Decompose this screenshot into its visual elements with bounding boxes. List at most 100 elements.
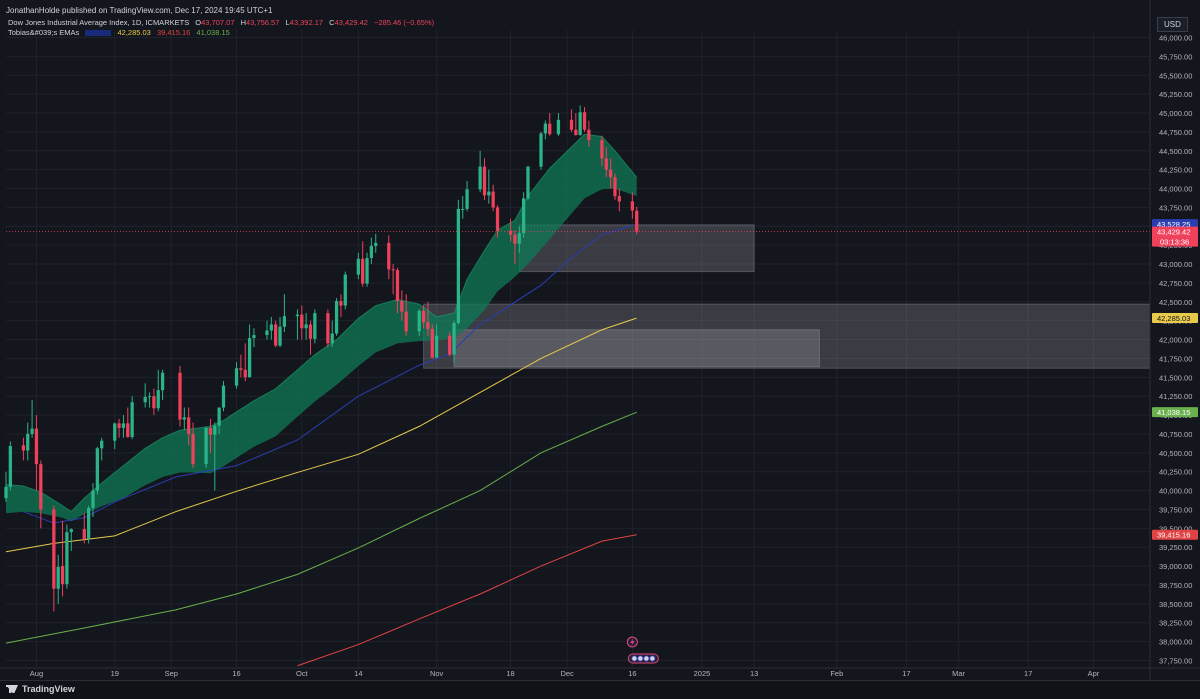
candle [65,524,69,589]
candle-body [178,372,182,420]
candle-body [417,310,421,332]
time-tick-label: Nov [430,669,444,678]
supply-demand-zones [423,224,1151,369]
candle-body [95,448,99,491]
candle [234,362,239,389]
candle-body [374,242,378,246]
event-markers[interactable] [626,636,659,664]
candle-body [635,210,639,232]
candle-body [604,158,608,170]
price-tick-label: 43,000.00 [1159,260,1192,269]
price-axis[interactable]: 46,000.00 45,750.00 45,500.00 45,250.00 45,0… [1149,0,1198,680]
ema-lines [5,223,637,667]
candle-body [147,396,152,398]
ema-yellow-line [5,317,637,553]
candle [578,105,582,136]
price-tick-label: 44,250.00 [1159,166,1192,175]
candle [117,418,121,438]
price-tick-label: 40,000.00 [1159,487,1192,496]
candle-body [65,532,69,585]
price-label-bg [1152,313,1198,324]
candle [461,196,465,219]
candle-body [326,313,330,344]
candle-body [430,328,434,358]
price-tick-label: 37,750.00 [1159,656,1192,665]
price-tick-label: 45,000.00 [1159,109,1192,118]
candle [95,446,99,495]
candle [239,354,243,378]
time-tick-label: 2025 [694,669,711,678]
candle-body [465,189,469,209]
candle-body [517,233,521,244]
candle-body [543,123,548,134]
candle-body [569,119,574,130]
candle [56,554,60,604]
candle-body [113,423,117,441]
price-tick-label: 39,250.00 [1159,543,1192,552]
candle [430,324,434,359]
candle-body [126,423,130,437]
candle [491,184,495,212]
candle-body [313,313,317,339]
zone-2[interactable] [423,303,1151,369]
candle [526,165,530,200]
candle-body [191,433,195,465]
candle [278,316,282,348]
candle-body [265,330,269,336]
candle-body [617,196,621,202]
time-axis[interactable]: Aug 19 Sep 16 Oct 14 Nov 18 Dec 16 2025 13 Feb 17 Mar 1… [0,667,1200,678]
candle [482,158,487,200]
time-tick-label: Sep [165,669,178,678]
candle [187,407,191,446]
ema-blue-line [23,223,637,524]
candle [304,313,308,340]
candle-body [300,314,304,329]
indicator-name[interactable]: Tobias&#039;s EMAs [8,28,80,37]
ema-green-line [5,411,637,644]
candle-body [274,324,278,346]
candle [448,332,452,357]
candle-body [217,407,221,426]
candle-body [100,440,104,449]
price-tick-label: 39,000.00 [1159,562,1192,571]
symbol-name[interactable]: Dow Jones Industrial Average Index, 1D, … [8,18,190,27]
candle-body [330,333,334,344]
price-tick-label: 41,750.00 [1159,354,1192,363]
time-tick-label: 18 [506,669,514,678]
candle [130,396,134,440]
candle-body [239,368,243,370]
price-label-text: 39,415.16 [1157,531,1190,540]
publish-text: JonathanHolde published on TradingView.c… [6,6,273,15]
price-tick-label: 44,500.00 [1159,147,1192,156]
candle [156,369,160,412]
candle-body [152,396,156,409]
candle [143,383,147,408]
time-tick-label: Feb [830,669,843,678]
candle-body [60,566,65,585]
candle [452,320,456,363]
candle [269,316,273,340]
candle-body [608,169,613,178]
time-tick-label: Apr [1088,669,1100,678]
price-tick-label: 44,000.00 [1159,185,1192,194]
candle [630,192,635,219]
price-tick-label: 44,750.00 [1159,128,1192,137]
candle [243,343,247,382]
currency-badge[interactable]: USD [1157,17,1188,32]
candle [543,120,548,140]
candle [308,320,313,355]
candle [160,369,165,400]
candle [361,241,365,287]
candle-body [91,490,95,508]
candle [600,135,604,166]
candle-body [295,314,300,317]
zone-3[interactable] [453,329,820,368]
candle [126,407,130,438]
candle [478,150,482,193]
candle [617,188,621,212]
candle-body [160,372,165,391]
candle [465,181,469,212]
candle-body [8,446,12,487]
publish-info: JonathanHolde published on TradingView.c… [6,5,272,17]
